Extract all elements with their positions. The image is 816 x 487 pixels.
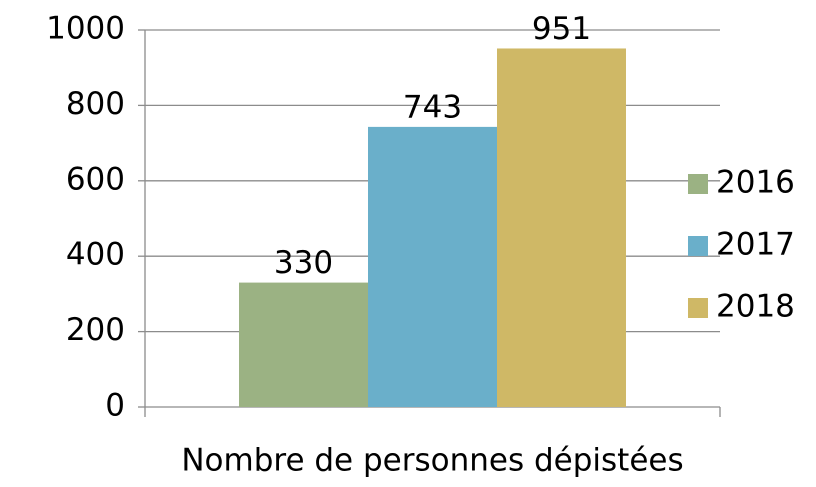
data-label: 743	[403, 89, 462, 125]
data-label: 951	[532, 11, 591, 47]
legend-swatch	[688, 174, 708, 194]
legend-swatch	[688, 236, 708, 256]
legend-label: 2018	[716, 289, 795, 325]
y-tick-label: 1000	[46, 11, 125, 47]
legend-label: 2016	[716, 165, 795, 201]
legend-swatch	[688, 298, 708, 318]
y-tick-label: 0	[105, 388, 125, 424]
legend-label: 2017	[716, 227, 795, 263]
y-tick-label: 600	[66, 161, 125, 197]
y-tick-label: 200	[66, 312, 125, 348]
y-tick-label: 800	[66, 86, 125, 122]
y-tick-label: 400	[66, 237, 125, 273]
bar	[368, 126, 497, 407]
data-label: 330	[274, 245, 333, 281]
x-tick-label: Nombre de personnes dépistées	[181, 443, 683, 479]
bar	[496, 48, 626, 408]
bar	[239, 282, 369, 407]
